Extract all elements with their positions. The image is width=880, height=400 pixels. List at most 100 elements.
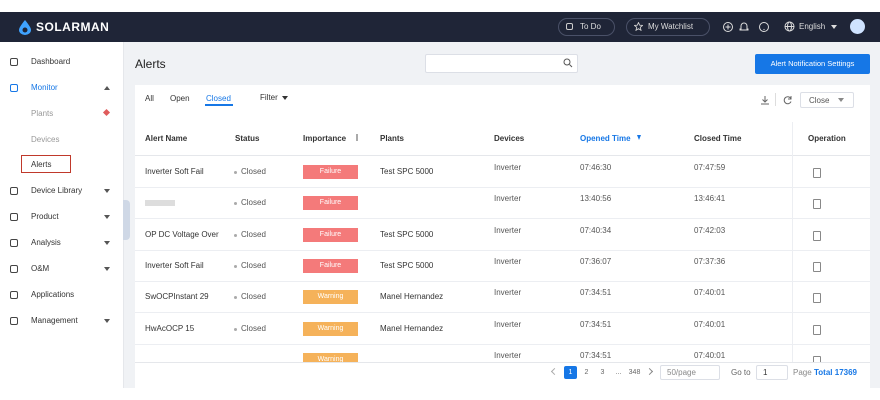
closed-time: 07:40:01 [694, 350, 726, 360]
close-select[interactable] [800, 92, 854, 108]
column-header[interactable]: Importance [303, 134, 347, 143]
sidebar-chevron [104, 267, 110, 271]
plant: Test SPC 5000 [380, 167, 434, 176]
device: Inverter [494, 194, 522, 204]
operation-icon[interactable] [813, 230, 821, 241]
operation-column-divider [792, 122, 793, 362]
sidebar-item[interactable]: Analysis [31, 238, 61, 247]
status-dot [234, 327, 237, 331]
column-header: Closed Time [694, 134, 742, 143]
filter-label[interactable]: Filter [260, 93, 278, 102]
operation-icon[interactable] [813, 168, 821, 178]
todo-button[interactable] [558, 18, 615, 36]
importance-badge: Failure [303, 258, 358, 273]
operation-icon[interactable] [813, 293, 821, 304]
opened-time: 07:46:30 [580, 163, 612, 172]
star-icon [634, 22, 643, 31]
importance-badge: Warning [303, 352, 358, 362]
status: Closed [241, 198, 266, 208]
search-input[interactable] [425, 54, 578, 73]
refresh-icon[interactable] [783, 95, 793, 105]
top-bar: SOLARMAN To Do My Watchlist English [0, 12, 880, 42]
sidebar-item[interactable]: Product [31, 212, 59, 221]
page-button[interactable]: ... [615, 369, 622, 376]
language-chevron [831, 25, 837, 29]
page-button[interactable]: 1 [564, 366, 577, 379]
sidebar-icon [10, 317, 18, 325]
tab[interactable]: All [145, 94, 154, 103]
active-item-box [21, 155, 71, 173]
todo-label[interactable]: To Do [580, 22, 601, 31]
notification-settings-button[interactable] [755, 54, 870, 74]
sidebar-icon [10, 187, 18, 195]
tab[interactable]: Open [170, 94, 190, 103]
alert-name: Inverter Soft Fail [145, 260, 204, 270]
goto-value[interactable]: 1 [763, 368, 768, 377]
sort-active-icon[interactable] [637, 135, 641, 140]
sidebar-item[interactable]: Management [31, 316, 78, 325]
language-label[interactable]: English [799, 22, 826, 31]
row-divider [135, 218, 870, 220]
page-button[interactable]: 3 [600, 369, 605, 376]
operation-icon[interactable] [813, 355, 821, 362]
sidebar-icon [10, 213, 18, 221]
header-icons[interactable] [722, 21, 782, 33]
sidebar-chevron [104, 241, 110, 245]
alert-name: HwAcOCP 15 [145, 323, 195, 333]
row-divider [135, 187, 870, 188]
column-header: Operation [808, 134, 846, 143]
goto-input[interactable] [756, 365, 788, 380]
operation-icon[interactable] [813, 199, 821, 210]
importance-badge: Warning [303, 321, 358, 336]
active-tab-underline [205, 104, 233, 106]
row-divider [135, 249, 870, 251]
column-header[interactable]: Opened Time [580, 134, 631, 143]
status: Closed [241, 229, 266, 239]
search-icon[interactable] [563, 58, 573, 68]
page-title: Alerts [135, 57, 166, 71]
opened-time: 07:34:51 [580, 288, 612, 298]
plant: Test SPC 5000 [380, 229, 434, 239]
opened-time: 07:34:51 [580, 319, 612, 329]
tab[interactable]: Closed [206, 94, 231, 103]
notification-settings-label[interactable]: Alert Notification Settings [770, 59, 855, 68]
download-icon[interactable] [760, 95, 770, 105]
sidebar-subitem[interactable]: Plants [31, 109, 54, 118]
page-size-select[interactable] [660, 365, 720, 380]
watchlist-label[interactable]: My Watchlist [648, 22, 694, 31]
avatar[interactable] [850, 19, 865, 34]
opened-time: 07:40:34 [580, 225, 612, 235]
sidebar-subitem[interactable]: Alerts [31, 160, 52, 169]
operation-icon[interactable] [813, 261, 821, 272]
watchlist-button[interactable] [626, 18, 710, 36]
sidebar-chevron [104, 189, 110, 193]
table-body: Inverter Soft Fail Closed Failure Test SPC … [0, 156, 880, 362]
operation-icon[interactable] [813, 324, 821, 335]
alert-name: OP DC Voltage Over [145, 229, 219, 239]
plant: Manel Hernandez [380, 292, 444, 302]
sidebar-subitem[interactable]: Devices [31, 135, 60, 144]
sidebar-item[interactable]: O&M [31, 264, 50, 273]
sidebar-item[interactable]: Monitor [31, 83, 58, 92]
sidebar-chevron [104, 86, 110, 90]
sidebar-item[interactable]: Applications [31, 290, 75, 299]
page-button[interactable]: 2 [584, 369, 589, 376]
page-size[interactable]: 50/page [667, 368, 696, 377]
sidebar-icon [10, 84, 18, 92]
sort-icon[interactable] [356, 134, 358, 141]
page-button[interactable]: 348 [628, 369, 641, 376]
importance-badge: Warning [303, 290, 358, 305]
importance-badge: Failure [303, 165, 358, 179]
column-header: Devices [494, 134, 525, 143]
sidebar-item[interactable]: Dashboard [31, 57, 71, 66]
device: Inverter [494, 319, 522, 329]
sidebar-collapse-handle[interactable] [123, 200, 130, 240]
todo-icon [566, 23, 573, 30]
sidebar-item[interactable]: Device Library [31, 186, 83, 195]
closed-time: 07:40:01 [694, 319, 726, 329]
close-select-value[interactable]: Close [809, 96, 830, 105]
closed-time: 13:46:41 [694, 194, 726, 204]
opened-time: 07:36:07 [580, 256, 612, 266]
logo-icon [19, 20, 31, 35]
